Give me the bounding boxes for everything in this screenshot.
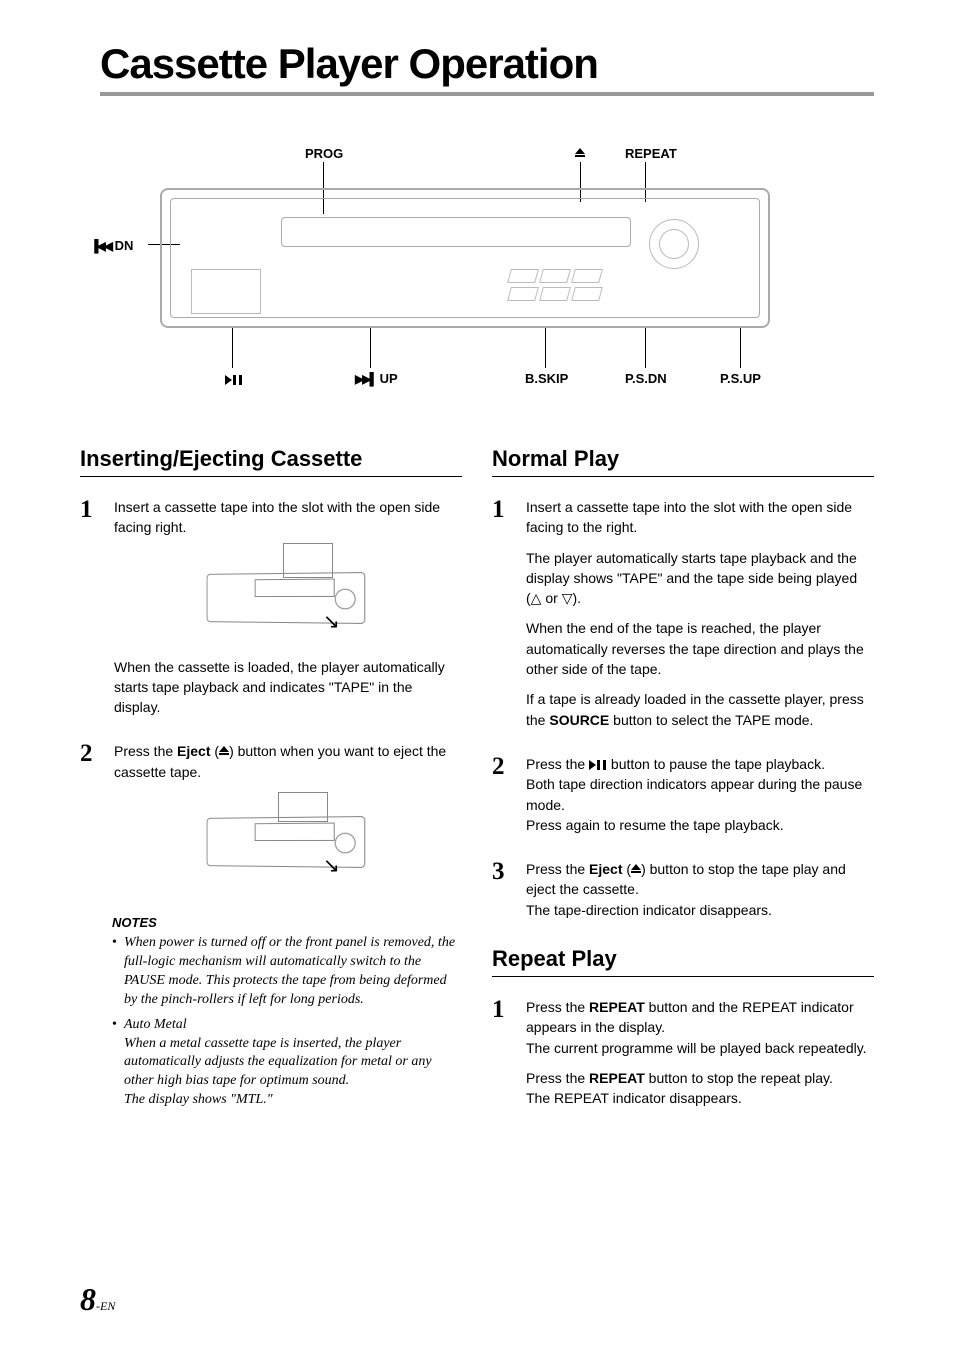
step-text: Insert a cassette tape into the slot wit…	[114, 497, 462, 538]
step-text: When the cassette is loaded, the player …	[114, 657, 462, 718]
step-number: 1	[80, 497, 102, 727]
device-diagram: PROG REPEAT ▐◀◀ DN ▶▶▌ UP B.SKIP P.S.DN …	[80, 146, 874, 406]
step-text: Press the REPEAT button and the REPEAT i…	[526, 997, 874, 1038]
step-number: 2	[80, 741, 102, 901]
label-up: ▶▶▌ UP	[355, 371, 398, 386]
section-insert-eject-title: Inserting/Ejecting Cassette	[80, 446, 462, 477]
step-text: When the end of the tape is reached, the…	[526, 618, 874, 679]
normal-step-1: 1 Insert a cassette tape into the slot w…	[492, 497, 874, 740]
label-eject-icon	[575, 146, 585, 161]
label-bskip: B.SKIP	[525, 371, 568, 386]
step-text: Press the Eject () button to stop the ta…	[526, 859, 874, 900]
eject-icon	[219, 746, 229, 756]
step-text: Insert a cassette tape into the slot wit…	[526, 497, 874, 538]
step-text: If a tape is already loaded in the casse…	[526, 689, 874, 730]
play-pause-icon	[589, 760, 607, 770]
step-text: Press the button to pause the tape playb…	[526, 754, 874, 774]
label-prog: PROG	[305, 146, 343, 161]
step-text: The current programme will be played bac…	[526, 1038, 874, 1058]
step-text: The tape-direction indicator disappears.	[526, 900, 874, 920]
cassette-eject-diagram: ↘	[193, 792, 383, 887]
notes-heading: NOTES	[112, 915, 462, 930]
normal-step-2: 2 Press the button to pause the tape pla…	[492, 754, 874, 845]
insert-step-2: 2 Press the Eject () button when you wan…	[80, 741, 462, 901]
label-psdn: P.S.DN	[625, 371, 667, 386]
rewind-icon: ▐◀◀	[90, 239, 111, 253]
forward-icon: ▶▶▌	[355, 372, 376, 386]
triangle-up-icon: △	[531, 590, 542, 606]
triangle-down-icon: ▽	[562, 590, 573, 606]
arrow-icon: ↘	[323, 852, 340, 881]
step-text: Press the Eject () button when you want …	[114, 741, 462, 782]
label-repeat: REPEAT	[625, 146, 677, 161]
eject-icon	[575, 148, 585, 158]
arrow-icon: ↘	[323, 608, 340, 637]
device-frame	[160, 188, 770, 328]
notes-list: When power is turned off or the front pa…	[112, 934, 462, 1110]
label-psup: P.S.UP	[720, 371, 761, 386]
step-text: Press the REPEAT button to stop the repe…	[526, 1068, 874, 1088]
section-normal-play-title: Normal Play	[492, 446, 874, 477]
label-play-pause	[225, 371, 243, 386]
note-item: Auto Metal When a metal cassette tape is…	[112, 1016, 462, 1110]
page-title: Cassette Player Operation	[100, 40, 874, 96]
step-number: 2	[492, 754, 514, 845]
step-text: Both tape direction indicators appear du…	[526, 774, 874, 815]
page-number: 8-EN	[80, 1281, 115, 1318]
play-pause-icon	[225, 375, 243, 385]
step-text: The player automatically starts tape pla…	[526, 548, 874, 609]
repeat-step-1: 1 Press the REPEAT button and the REPEAT…	[492, 997, 874, 1118]
step-number: 1	[492, 997, 514, 1118]
step-text: Press again to resume the tape playback.	[526, 815, 874, 835]
insert-step-1: 1 Insert a cassette tape into the slot w…	[80, 497, 462, 727]
label-dn: ▐◀◀ DN	[90, 238, 133, 253]
cassette-insert-diagram: ↘	[193, 548, 383, 643]
normal-step-3: 3 Press the Eject () button to stop the …	[492, 859, 874, 930]
step-text: The REPEAT indicator disappears.	[526, 1088, 874, 1108]
step-number: 3	[492, 859, 514, 930]
eject-icon	[631, 864, 641, 874]
left-column: Inserting/Ejecting Cassette 1 Insert a c…	[80, 446, 462, 1133]
section-repeat-play-title: Repeat Play	[492, 946, 874, 977]
note-item: When power is turned off or the front pa…	[112, 934, 462, 1010]
right-column: Normal Play 1 Insert a cassette tape int…	[492, 446, 874, 1133]
step-number: 1	[492, 497, 514, 740]
